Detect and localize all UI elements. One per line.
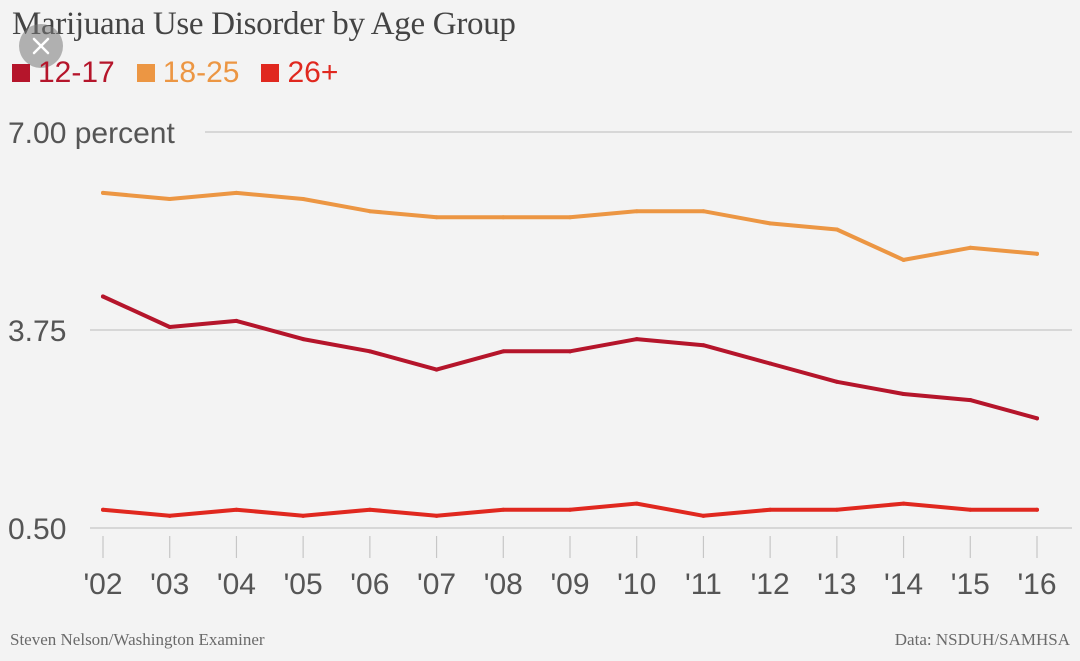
series-line-18-25 [101,190,1039,262]
x-tick-label-16: '16 [1017,568,1056,601]
x-tick-label-11: '11 [685,568,722,601]
legend-swatch-26-plus [261,64,280,82]
x-tick-label-05: '05 [284,568,323,601]
data-point-26-15 [968,507,973,512]
x-tick-label-12: '12 [751,568,790,601]
legend-item-26-plus: 26+ [261,56,338,90]
chart-title: Marijuana Use Disorder by Age Group [12,6,516,42]
y-tick-label-0-5: 0.50 [8,513,66,546]
x-tick-label-07: '07 [417,568,456,601]
x-tick-label-14: '14 [884,568,923,601]
data-point-18-25-07 [434,215,439,220]
legend-item-18-25: 18-25 [136,56,240,90]
x-tick-label-08: '08 [484,568,523,601]
data-point-12-17-12 [768,361,773,366]
data-point-26-12 [768,507,773,512]
data-point-26-16 [1035,507,1039,512]
data-point-18-25-04 [234,190,239,195]
data-point-12-17-08 [501,349,506,354]
data-point-18-25-13 [834,227,839,232]
data-point-26-10 [634,501,639,506]
series-line-12-17 [101,294,1039,421]
x-tick-label-15: '15 [951,568,990,601]
data-point-12-17-06 [367,349,372,354]
data-point-12-17-10 [634,337,639,342]
data-point-12-17-15 [968,398,973,403]
data-point-26-03 [167,513,172,518]
data-point-18-25-10 [634,209,639,214]
close-icon [32,37,50,55]
y-tick-label-7: 7.00 percent [8,117,175,150]
data-point-26-06 [367,507,372,512]
data-point-12-17-16 [1035,416,1039,421]
x-tick-label-10: '10 [617,568,656,601]
data-point-26-05 [301,513,306,518]
data-point-18-25-15 [968,245,973,250]
data-point-26-04 [234,507,239,512]
data-point-26-08 [501,507,506,512]
data-point-12-17-09 [568,349,572,354]
data-point-12-17-04 [234,318,239,323]
x-tick-label-04: '04 [217,568,256,601]
data-point-18-25-14 [901,257,906,262]
legend-swatch-12-17 [12,64,30,82]
data-point-26-09 [568,507,572,512]
data-point-12-17-07 [434,367,439,372]
data-point-12-17-13 [834,379,839,384]
data-point-26-11 [701,513,706,518]
data-point-12-17-03 [167,324,172,329]
data-point-18-25-03 [167,197,172,202]
x-tick-label-09: '09 [550,568,589,601]
data-point-12-17-11 [701,343,706,348]
data-point-18-25-05 [301,197,306,202]
data-point-18-25-11 [701,209,706,214]
data-point-26-07 [434,513,439,518]
data-point-26-13 [834,507,839,512]
data-point-18-25-12 [768,221,773,226]
x-tick-label-06: '06 [350,568,389,601]
legend-label-26-plus: 26+ [287,56,339,89]
footer-source: Data: NSDUH/SAMHSA [894,630,1070,649]
data-point-12-17-14 [901,391,906,396]
data-point-18-25-02 [101,190,105,195]
x-tick-label-03: '03 [150,568,189,601]
data-point-18-25-09 [568,215,572,220]
x-tick-label-13: '13 [817,568,856,601]
data-point-12-17-05 [301,337,306,342]
data-point-18-25-16 [1035,251,1039,256]
legend-label-18-25: 18-25 [162,56,240,89]
y-tick-label-3-75: 3.75 [8,315,66,348]
data-point-18-25-08 [501,215,506,220]
data-point-18-25-06 [367,209,372,214]
data-point-26-14 [901,501,906,506]
legend-swatch-18-25 [136,64,155,82]
legend-item-12-17: 12-17 [12,56,115,90]
footer-credit: Steven Nelson/Washington Examiner [10,630,265,649]
close-button[interactable] [19,24,63,68]
data-point-12-17-02 [101,294,105,299]
x-tick-label-02: '02 [83,568,122,601]
legend-label-12-17: 12-17 [38,56,115,89]
legend: 12-17 18-25 26+ [12,56,360,90]
data-point-26-02 [101,507,105,512]
